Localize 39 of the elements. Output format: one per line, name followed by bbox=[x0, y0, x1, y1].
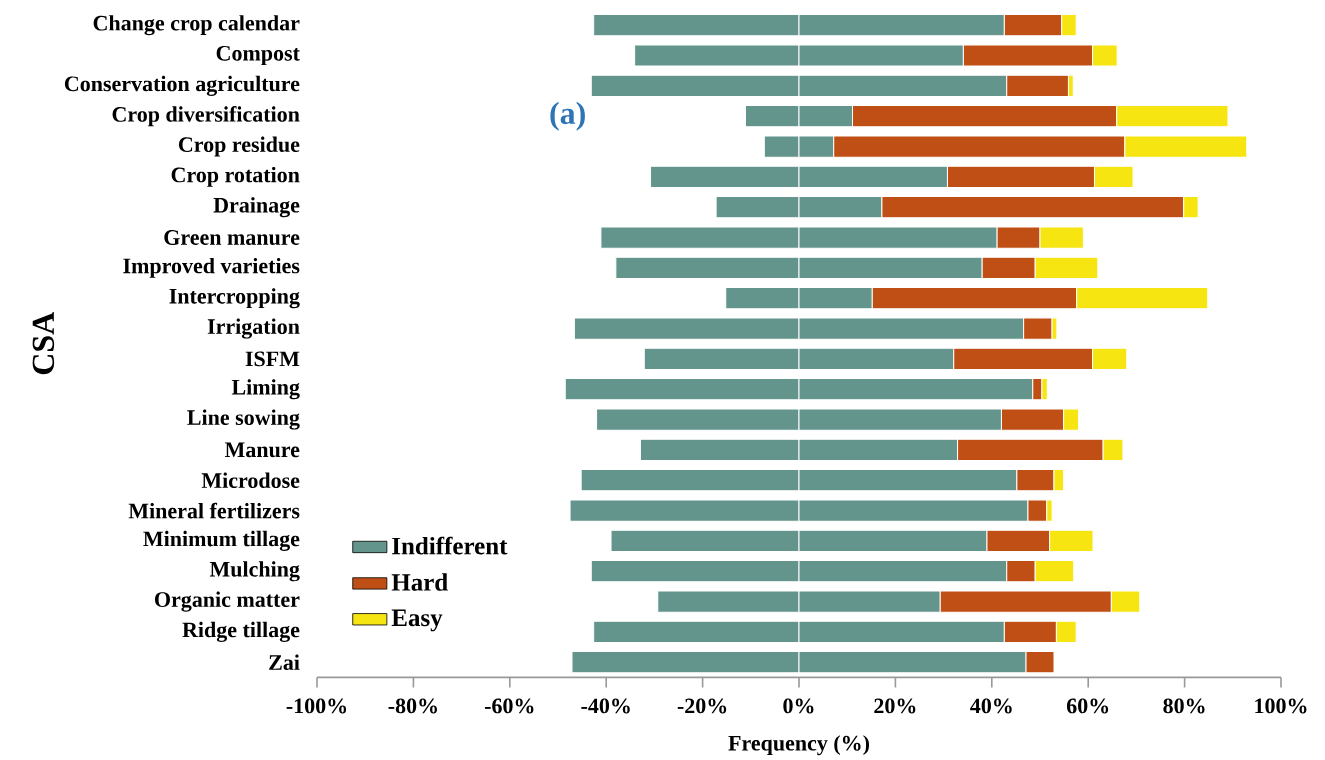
y-tick-label: Irrigation bbox=[207, 318, 300, 339]
y-tick-label: Green manure bbox=[164, 230, 300, 245]
y-tick-label: Conservation agriculture bbox=[64, 75, 300, 96]
x-tick-label: 20% bbox=[874, 698, 916, 714]
x-tick-label: 60% bbox=[1066, 698, 1109, 714]
x-tick-label: -40% bbox=[581, 698, 630, 714]
y-tick-label: ISFM bbox=[245, 351, 300, 367]
x-tick-label: -100% bbox=[286, 698, 347, 714]
y-tick-label: Ridge tillage bbox=[182, 621, 300, 642]
y-tick-label: Crop diversification bbox=[112, 106, 300, 127]
x-tick-label: 100% bbox=[1255, 698, 1307, 714]
annotation: (a) bbox=[550, 101, 585, 131]
x-tick-label: -20% bbox=[677, 698, 727, 714]
y-tick-label: Manure bbox=[224, 442, 300, 458]
y-tick-label: Crop rotation bbox=[171, 166, 300, 187]
y-tick-label: Line sowing bbox=[187, 409, 300, 430]
y-tick-label: Zai bbox=[269, 654, 300, 670]
y-axis-title: CSA bbox=[32, 311, 55, 375]
y-tick-label: Liming bbox=[231, 379, 300, 400]
y-tick-label: Organic matter bbox=[155, 591, 300, 612]
y-tick-label: Change crop calendar bbox=[93, 15, 300, 36]
y-tick-label: Mineral fertilizers bbox=[128, 502, 300, 519]
y-tick-label: Minimum tillage bbox=[143, 530, 300, 551]
y-tick-label: Improved varieties bbox=[123, 257, 300, 278]
x-tick-label: 80% bbox=[1163, 698, 1205, 714]
x-tick-label: 0% bbox=[783, 698, 814, 714]
y-tick-label: Crop residue bbox=[178, 136, 300, 157]
y-tick-label: Microdose bbox=[201, 472, 300, 488]
x-axis-title: Frequency (%) bbox=[728, 735, 870, 756]
x-tick-label: -60% bbox=[484, 698, 534, 714]
y-tick-label: Mulching bbox=[209, 561, 300, 582]
x-tick-label: -80% bbox=[388, 698, 437, 714]
legend-label: Hard bbox=[391, 573, 448, 591]
y-tick-label: Compost bbox=[216, 45, 300, 66]
legend-label: Easy bbox=[391, 609, 443, 632]
y-tick-label: Drainage bbox=[213, 197, 300, 218]
x-tick-label: 40% bbox=[970, 698, 1012, 714]
y-tick-label: Intercropping bbox=[169, 288, 300, 309]
legend-label: Indifferent bbox=[392, 536, 508, 555]
